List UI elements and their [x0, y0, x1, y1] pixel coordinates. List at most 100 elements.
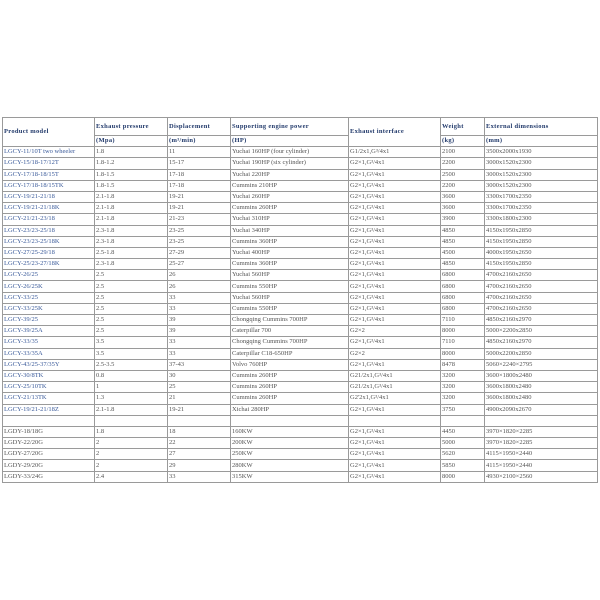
cell-weight: 6800	[440, 280, 485, 293]
cell-dimensions: 3500x2000x1930	[484, 146, 598, 159]
cell-pressure: 1.3	[94, 392, 168, 405]
cell-model: LGCY-33/25	[2, 291, 95, 304]
cell-engine	[230, 414, 349, 427]
cell-engine: Yuchai 560HP	[230, 269, 349, 282]
cell-engine: Volvo 760HP	[230, 358, 349, 371]
cell-dimensions: 4700x2160x2650	[484, 280, 598, 293]
table-row: LGCY-43/25-37/35Y 2.5-3.5 37-43 Volvo 760HP…	[2, 358, 598, 371]
cell-weight: 4500	[440, 246, 485, 260]
cell-interface: G2×2	[348, 325, 441, 338]
cell-engine: Cummins 260HP	[230, 381, 349, 394]
table-row: LGCY-21/13TK 1.3 21 Cummins 260HP G2'2x1,G³/…	[2, 392, 598, 405]
cell-dimensions: 4150x1950x2850	[484, 224, 598, 237]
cell-weight: 4850	[440, 235, 485, 248]
cell-displacement: 23-25	[167, 224, 231, 237]
cell-interface: G2×1,G³/4x1	[348, 291, 441, 304]
cell-interface: G2×1,G³/4x1	[348, 403, 441, 416]
cell-model: LGDY-29/20G	[2, 459, 95, 472]
cell-weight: 7110	[440, 336, 485, 349]
table-row: LGCY-26/25 2.5 26 Yuchai 560HP G2×1,G³/4x1 68…	[2, 269, 598, 282]
cell-dimensions: 3600×1800x2480	[484, 369, 598, 383]
cell-pressure: 0.8	[94, 369, 168, 383]
table-row: LGCY-19/21-21/18Z 2.1-1.8 19-21 Xichai 280H…	[2, 403, 598, 416]
table-row: LGCY-26/25K 2.5 26 Cummins 550HP G2×1,G³/4x1…	[2, 280, 598, 293]
cell-model: LGCY-33/35	[2, 336, 95, 349]
cell-weight: 3200	[440, 392, 485, 405]
cell-weight: 8000	[440, 470, 485, 483]
cell-weight: 2200	[440, 157, 485, 170]
cell-dimensions: 3970×1820×2285	[484, 437, 598, 450]
cell-weight: 3900	[440, 213, 485, 226]
cell-model: LGCY-19/21-21/18K	[2, 202, 95, 215]
cell-dimensions: 4850x2160x2970	[484, 336, 598, 349]
table-row: LGCY-17/18-18/15TK 1.8-1.5 17-18 Cummins 21…	[2, 179, 598, 192]
spec-table-container: Product model Exhaust pressure Displacem…	[2, 116, 598, 483]
cell-dimensions: 3300x1700x2350	[484, 202, 598, 215]
cell-dimensions: 3300x1800x2300	[484, 213, 598, 226]
table-row: LGCY-30/8TK 0.8 30 Cummins 260HP G21/2x1,G³/…	[2, 369, 598, 383]
table-row: LGCY-21/21-23/18 2.1-1.8 21-23 Yuchai 310HP…	[2, 213, 598, 226]
cell-displacement: 23-25	[167, 235, 231, 248]
cell-weight: 3600	[440, 190, 485, 204]
cell-model: LGCY-25/10TK	[2, 381, 95, 394]
cell-dimensions: 4700x2160x2650	[484, 291, 598, 304]
cell-pressure: 2.5	[94, 313, 168, 327]
cell-dimensions: 5000x2200x2850	[484, 347, 598, 360]
cell-engine: 315KW	[230, 470, 349, 483]
cell-dimensions: 4930×2100×2560	[484, 470, 598, 483]
cell-model: LGCY-17/18-18/15TK	[2, 179, 95, 192]
cell-weight: 3750	[440, 403, 485, 416]
cell-displacement: 18	[167, 425, 231, 439]
table-row: LGCY-23/23-25/18K 2.3-1.8 23-25 Cummins 360…	[2, 235, 598, 248]
cell-engine: Yuchai 340HP	[230, 224, 349, 237]
cell-interface: G2×1,G³/4x1	[348, 258, 441, 271]
header-weight: Weight	[440, 117, 485, 136]
cell-dimensions: 4700x2160x2650	[484, 302, 598, 316]
cell-displacement: 25-27	[167, 258, 231, 271]
cell-weight: 3200	[440, 369, 485, 383]
cell-pressure: 2.5	[94, 291, 168, 304]
cell-pressure: 2.3-1.8	[94, 258, 168, 271]
cell-engine: Yuchai 310HP	[230, 213, 349, 226]
cell-pressure	[94, 414, 168, 427]
cell-displacement: 26	[167, 269, 231, 282]
cell-displacement: 21	[167, 392, 231, 405]
cell-interface: G2×1,G³/4x1	[348, 302, 441, 316]
cell-interface: G21/2x1,G³/4x1	[348, 369, 441, 383]
cell-pressure: 2.3-1.8	[94, 235, 168, 248]
product-spec-table: Product model Exhaust pressure Displacem…	[2, 116, 598, 483]
table-row: LGCY-23/23-25/18 2.3-1.8 23-25 Yuchai 340HP…	[2, 224, 598, 237]
cell-displacement: 11	[167, 146, 231, 159]
cell-interface: G2×1,G³/4x1	[348, 313, 441, 327]
cell-weight: 2200	[440, 179, 485, 192]
cell-model: LGCY-33/35A	[2, 347, 95, 360]
cell-displacement: 25	[167, 381, 231, 394]
cell-weight: 4450	[440, 425, 485, 439]
cell-dimensions: 3970×1820×2285	[484, 425, 598, 439]
cell-dimensions: 5000×2200x2850	[484, 325, 598, 338]
table-row: LGCY-25/23-27/18K 2.3-1.8 25-27 Cummins 360…	[2, 258, 598, 271]
cell-engine: Chongqing Cummins 700HP	[230, 313, 349, 327]
cell-model: LGCY-21/13TK	[2, 392, 95, 405]
cell-model: LGCY-19/21-21/18	[2, 190, 95, 204]
cell-dimensions: 5060×2240×2795	[484, 358, 598, 371]
cell-displacement: 39	[167, 313, 231, 327]
cell-model: LGDY-18/18G	[2, 425, 95, 439]
cell-model	[2, 414, 95, 427]
cell-pressure: 3.5	[94, 347, 168, 360]
cell-model: LGCY-39/25A	[2, 325, 95, 338]
unit-displacement: (m³/min)	[167, 134, 231, 148]
cell-weight: 2100	[440, 146, 485, 159]
cell-engine: Yuchai 190HP (six cylinder)	[230, 157, 349, 170]
table-row: LGDY-27/20G 2 27 250KW G2×1,G³/4x1 5620 4115×1…	[2, 448, 598, 461]
table-row: LGDY-29/20G 2 29 280KW G2×1,G³/4x1 5850 4115×1…	[2, 459, 598, 472]
cell-model: LGCY-26/25K	[2, 280, 95, 293]
units-row: (Mpa) (m³/min) (HP) (kg) (mm)	[3, 134, 598, 148]
table-row: LGCY-33/35 3.5 33 Chongqing Cummins 700HP G2…	[2, 336, 598, 349]
unit-dimensions: (mm)	[484, 134, 598, 148]
cell-weight: 8000	[440, 347, 485, 360]
cell-interface: G2×1,G³/4x1	[348, 168, 441, 181]
cell-engine: 250KW	[230, 448, 349, 461]
cell-pressure: 2.5	[94, 325, 168, 338]
cell-model: LGCY-23/23-25/18K	[2, 235, 95, 248]
